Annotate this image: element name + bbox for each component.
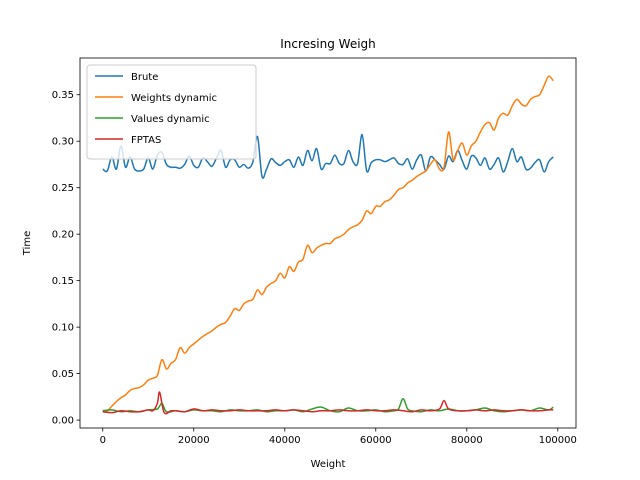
y-tick-label: 0.05 (52, 369, 74, 380)
y-tick-label: 0.10 (52, 323, 74, 334)
x-tick-label: 0 (100, 435, 106, 446)
x-tick-label: 40000 (269, 435, 301, 446)
y-tick-label: 0.25 (52, 183, 74, 194)
legend-box (86, 64, 257, 160)
series-line-brute (102, 133, 554, 179)
legend-label: Weights dynamic (131, 93, 217, 104)
x-axis-label: Weight (311, 459, 346, 470)
y-axis-label: Time (22, 231, 33, 256)
y-axis: 0.00 0.05 0.10 0.15 0.20 0.25 0.30 0.35 (52, 90, 80, 427)
x-tick-label: 80000 (451, 435, 483, 446)
x-tick-label: 60000 (360, 435, 392, 446)
x-tick-label: 20000 (178, 435, 210, 446)
plot-frame (79, 57, 577, 429)
legend: Brute Weights dynamic Values dynamic FPTAS (86, 64, 257, 160)
chart-title: Incresing Weigh (280, 37, 376, 51)
plot-layer (102, 75, 554, 415)
y-tick-label: 0.15 (52, 276, 74, 287)
legend-label: Brute (131, 72, 158, 83)
x-tick-label: 100000 (539, 435, 577, 446)
legend-label: FPTAS (131, 135, 161, 146)
series-line-fptas (102, 391, 554, 415)
y-tick-label: 0.00 (52, 416, 74, 427)
y-tick-label: 0.35 (52, 90, 74, 101)
x-axis: 0 20000 40000 60000 80000 100000 (100, 428, 577, 446)
series-line-weights-dynamic (102, 75, 554, 412)
y-tick-label: 0.30 (52, 137, 74, 148)
legend-label: Values dynamic (131, 114, 210, 125)
y-tick-label: 0.20 (52, 230, 74, 241)
